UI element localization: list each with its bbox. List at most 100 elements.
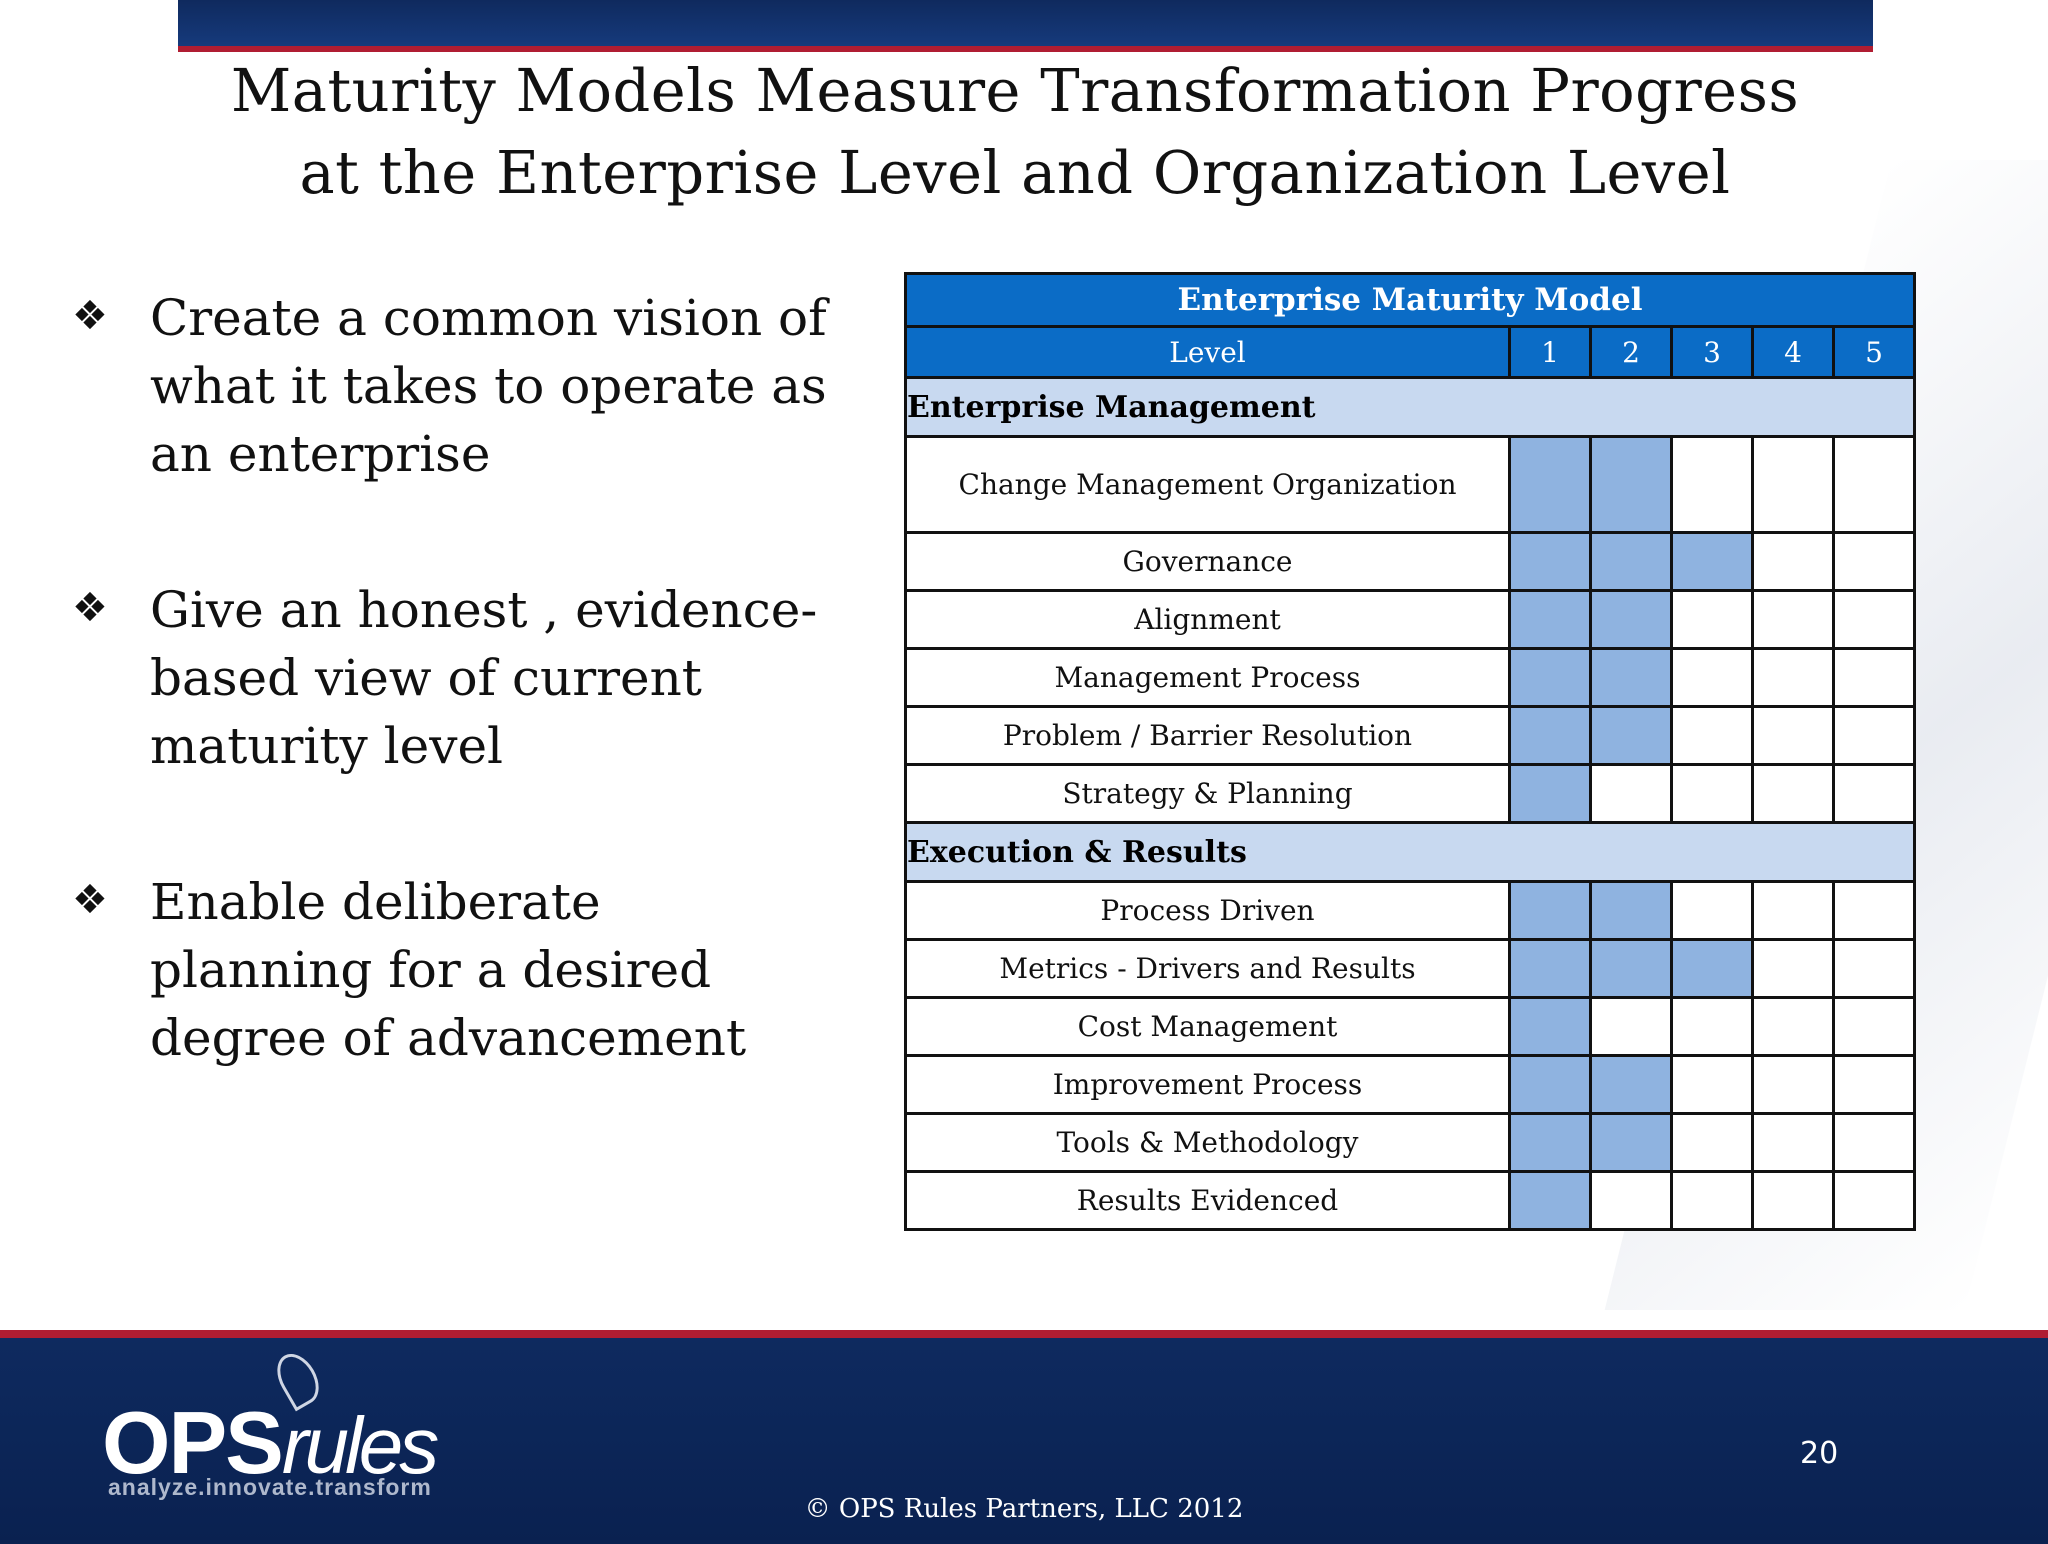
slide-title-line-2: at the Enterprise Level and Organization… — [299, 138, 1731, 207]
matrix-body: Enterprise Management Change Management O… — [904, 376, 1916, 1231]
maturity-cell-level-3 — [1670, 880, 1754, 941]
maturity-cell-level-3 — [1670, 1054, 1754, 1115]
table-row: Cost Management — [904, 996, 1916, 1057]
maturity-cell-level-5 — [1832, 647, 1916, 708]
maturity-cell-level-4 — [1751, 1112, 1835, 1173]
table-caption: Enterprise Maturity Model — [904, 272, 1916, 328]
maturity-cell-level-4 — [1751, 1054, 1835, 1115]
row-label: Change Management Organization — [904, 435, 1511, 534]
section-header-row: Execution & Results — [904, 821, 1916, 883]
bullet-line: Create a common vision of — [150, 289, 827, 347]
table-row: Results Evidenced — [904, 1170, 1916, 1231]
row-label: Improvement Process — [904, 1054, 1511, 1115]
level-header-label: Level — [904, 325, 1511, 379]
copyright-notice: © OPS Rules Partners, LLC 2012 — [804, 1494, 1244, 1524]
maturity-cell-level-5 — [1832, 531, 1916, 592]
level-header-5: 5 — [1832, 325, 1916, 379]
footer-band — [0, 1330, 2048, 1544]
maturity-cell-level-2 — [1589, 435, 1673, 534]
maturity-cell-level-5 — [1832, 1054, 1916, 1115]
maturity-cell-level-1 — [1508, 531, 1592, 592]
maturity-cell-level-5 — [1832, 938, 1916, 999]
maturity-cell-level-4 — [1751, 763, 1835, 824]
maturity-cell-level-5 — [1832, 1170, 1916, 1231]
maturity-cell-level-2 — [1589, 996, 1673, 1057]
maturity-cell-level-5 — [1832, 705, 1916, 766]
maturity-cell-level-3 — [1670, 705, 1754, 766]
maturity-cell-level-2 — [1589, 938, 1673, 999]
level-header-3: 3 — [1670, 325, 1754, 379]
table-row: Change Management Organization — [904, 435, 1916, 534]
maturity-cell-level-4 — [1751, 647, 1835, 708]
maturity-cell-level-1 — [1508, 1170, 1592, 1231]
maturity-cell-level-4 — [1751, 996, 1835, 1057]
row-label: Strategy & Planning — [904, 763, 1511, 824]
slide-title-line-1: Maturity Models Measure Transformation P… — [230, 56, 1800, 125]
section-header-row: Enterprise Management — [904, 376, 1916, 438]
maturity-cell-level-5 — [1832, 1112, 1916, 1173]
bullet-item: ❖ Give an honest , evidence- based view … — [72, 576, 832, 780]
maturity-cell-level-1 — [1508, 880, 1592, 941]
maturity-cell-level-2 — [1589, 705, 1673, 766]
maturity-cell-level-1 — [1508, 705, 1592, 766]
maturity-cell-level-1 — [1508, 938, 1592, 999]
logo-ops-text: OPS — [102, 1393, 284, 1492]
row-label: Cost Management — [904, 996, 1511, 1057]
row-label: Alignment — [904, 589, 1511, 650]
maturity-cell-level-1 — [1508, 763, 1592, 824]
bullet-line: maturity level — [150, 717, 504, 775]
bullet-line: Enable deliberate — [150, 873, 601, 931]
maturity-cell-level-2 — [1589, 1112, 1673, 1173]
page-number: 20 — [1800, 1436, 1839, 1471]
table-row: Problem / Barrier Resolution — [904, 705, 1916, 766]
maturity-cell-level-5 — [1832, 880, 1916, 941]
section-header: Enterprise Management — [904, 376, 1916, 438]
bullet-item: ❖ Enable deliberate planning for a desir… — [72, 868, 832, 1072]
maturity-cell-level-1 — [1508, 647, 1592, 708]
bullet-line: Give an honest , evidence- — [150, 581, 818, 639]
logo-tagline: analyze.innovate.transform — [108, 1474, 432, 1500]
maturity-cell-level-5 — [1832, 763, 1916, 824]
slide-title: Maturity Models Measure Transformation P… — [0, 50, 2030, 214]
maturity-cell-level-1 — [1508, 1112, 1592, 1173]
level-header-1: 1 — [1508, 325, 1592, 379]
table-row: Tools & Methodology — [904, 1112, 1916, 1173]
table-row: Alignment — [904, 589, 1916, 650]
maturity-cell-level-4 — [1751, 1170, 1835, 1231]
maturity-cell-level-3 — [1670, 647, 1754, 708]
section-header: Execution & Results — [904, 821, 1916, 883]
maturity-cell-level-3 — [1670, 996, 1754, 1057]
row-label: Problem / Barrier Resolution — [904, 705, 1511, 766]
maturity-cell-level-4 — [1751, 705, 1835, 766]
maturity-cell-level-3 — [1670, 589, 1754, 650]
diamond-bullet-icon: ❖ — [72, 877, 108, 923]
row-label: Process Driven — [904, 880, 1511, 941]
diamond-bullet-icon: ❖ — [72, 585, 108, 631]
table-row: Strategy & Planning — [904, 763, 1916, 824]
maturity-cell-level-1 — [1508, 589, 1592, 650]
maturity-cell-level-2 — [1589, 531, 1673, 592]
bullet-line: based view of current — [150, 649, 702, 707]
maturity-cell-level-5 — [1832, 996, 1916, 1057]
top-header-band — [178, 0, 1873, 52]
row-label: Governance — [904, 531, 1511, 592]
maturity-cell-level-1 — [1508, 1054, 1592, 1115]
level-header-4: 4 — [1751, 325, 1835, 379]
row-label: Metrics - Drivers and Results — [904, 938, 1511, 999]
maturity-cell-level-3 — [1670, 531, 1754, 592]
table-row: Metrics - Drivers and Results — [904, 938, 1916, 999]
row-label: Management Process — [904, 647, 1511, 708]
maturity-cell-level-2 — [1589, 1054, 1673, 1115]
logo-rules-text: rules — [281, 1401, 439, 1490]
bullet-line: what it takes to operate as — [150, 357, 827, 415]
row-label: Results Evidenced — [904, 1170, 1511, 1231]
bullet-line: an enterprise — [150, 425, 491, 483]
table-row: Management Process — [904, 647, 1916, 708]
maturity-cell-level-2 — [1589, 763, 1673, 824]
maturity-cell-level-2 — [1589, 589, 1673, 650]
maturity-cell-level-3 — [1670, 763, 1754, 824]
table-row: Process Driven — [904, 880, 1916, 941]
maturity-model-table: Enterprise Maturity Model Level 1 2 3 4 … — [904, 272, 1916, 1231]
maturity-cell-level-4 — [1751, 435, 1835, 534]
maturity-cell-level-2 — [1589, 647, 1673, 708]
